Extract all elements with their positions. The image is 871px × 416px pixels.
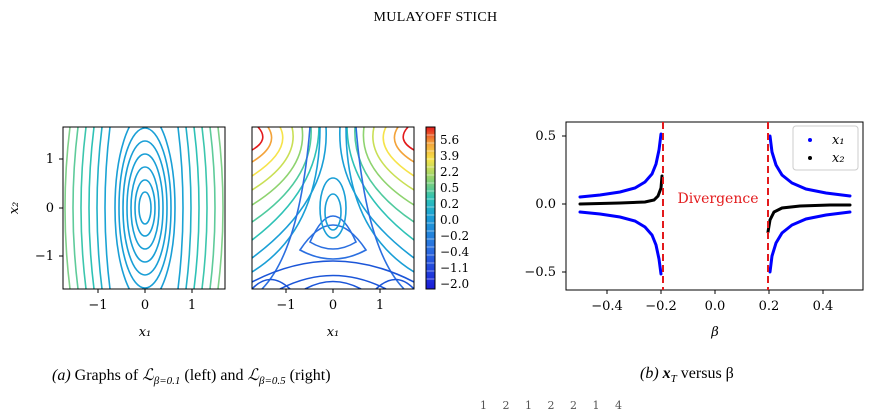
colorbar-tick: 0.5 xyxy=(440,181,459,195)
beta-xtick: −0.2 xyxy=(645,299,677,314)
colorbar-gradient xyxy=(426,127,435,289)
legend-label-x2: x₂ xyxy=(832,151,845,166)
beta-xtick: 0.0 xyxy=(705,299,726,314)
caption-a: (a) Graphs of ℒβ=0.1 (left) and ℒβ=0.5 (… xyxy=(52,365,331,387)
beta-chart: 0.5 0.0 −0.5 −0.4 −0.2 0.0 0.2 0.4 β Div… xyxy=(524,121,864,340)
left-ylabel: x₂ xyxy=(7,202,22,215)
colorbar-tick: −0.2 xyxy=(440,229,469,243)
caption-a-sub: β=0.1 xyxy=(153,375,181,388)
caption-a-prefix: (a) xyxy=(52,367,71,384)
left-ytick: −1 xyxy=(35,249,54,264)
caption-b: (b) xT versus β xyxy=(640,365,734,385)
caption-a-text: Graphs of xyxy=(74,367,139,384)
right-xtick: 1 xyxy=(376,298,384,313)
beta-xlabel: β xyxy=(710,325,719,340)
caption-b-sub: T xyxy=(670,373,677,386)
caption-a-text: (left) and xyxy=(184,367,244,384)
colorbar-tick: 0.2 xyxy=(440,197,459,211)
colorbar-tick: 2.2 xyxy=(440,165,459,179)
right-xlabel: x₁ xyxy=(327,325,340,340)
legend-marker-x1 xyxy=(808,138,812,142)
colorbar: 5.6 3.9 2.2 0.5 0.2 0.0 −0.2 −0.4 −1.1 −… xyxy=(425,126,470,291)
series-x2-right xyxy=(766,203,852,234)
legend-label-x1: x₁ xyxy=(832,133,845,148)
series-x1-right-upper xyxy=(768,134,852,198)
right-contour-lines xyxy=(252,127,414,289)
colorbar-tick: −2.0 xyxy=(440,277,469,291)
beta-xtick: −0.4 xyxy=(591,299,623,314)
beta-ytick: −0.5 xyxy=(524,265,556,280)
caption-a-symbol: ℒ xyxy=(247,367,259,384)
left-xtick: −1 xyxy=(88,298,107,313)
right-xtick: 0 xyxy=(329,298,337,313)
caption-b-text: versus β xyxy=(680,365,734,382)
series-x1-left-lower xyxy=(578,210,663,276)
colorbar-tick: 3.9 xyxy=(440,149,459,163)
left-contour-plot: −1 0 1 1 0 −1 x₁ x₂ xyxy=(7,126,226,340)
beta-legend: x₁ x₂ xyxy=(792,125,859,171)
colorbar-tick: 5.6 xyxy=(440,133,459,147)
right-contour-plot: −1 0 1 x₁ xyxy=(251,126,415,340)
caption-a-sub: β=0.5 xyxy=(259,375,286,388)
left-xtick: 1 xyxy=(188,298,196,313)
running-head: MULAYOFF STICH xyxy=(0,10,871,26)
series-x2-left xyxy=(578,174,664,206)
caption-b-prefix: (b) xyxy=(640,365,659,382)
left-xlabel: x₁ xyxy=(139,325,152,340)
divergence-label: Divergence xyxy=(678,191,759,207)
beta-xtick: 0.2 xyxy=(759,299,780,314)
right-xtick: −1 xyxy=(276,298,295,313)
left-ytick: 0 xyxy=(46,201,54,216)
beta-ytick: 0.0 xyxy=(535,197,556,212)
series-x1-right-lower xyxy=(768,210,852,274)
colorbar-tick: −1.1 xyxy=(440,261,469,275)
bottom-text-fragment: 1 2 1 2 2 1 4 xyxy=(480,399,628,412)
left-ytick: 1 xyxy=(46,152,54,167)
left-contour-lines xyxy=(63,127,225,289)
running-head-text: MULAYOFF STICH xyxy=(373,10,498,25)
legend-marker-x2 xyxy=(808,156,812,160)
beta-ytick: 0.5 xyxy=(535,129,556,144)
caption-b-var: x xyxy=(662,365,671,382)
beta-xtick: 0.4 xyxy=(813,299,834,314)
caption-a-text: (right) xyxy=(289,367,331,384)
left-xtick: 0 xyxy=(141,298,149,313)
series-x1-left-upper xyxy=(578,132,663,199)
caption-a-symbol: ℒ xyxy=(142,367,154,384)
colorbar-tick: 0.0 xyxy=(440,213,459,227)
colorbar-tick: −0.4 xyxy=(440,245,470,259)
